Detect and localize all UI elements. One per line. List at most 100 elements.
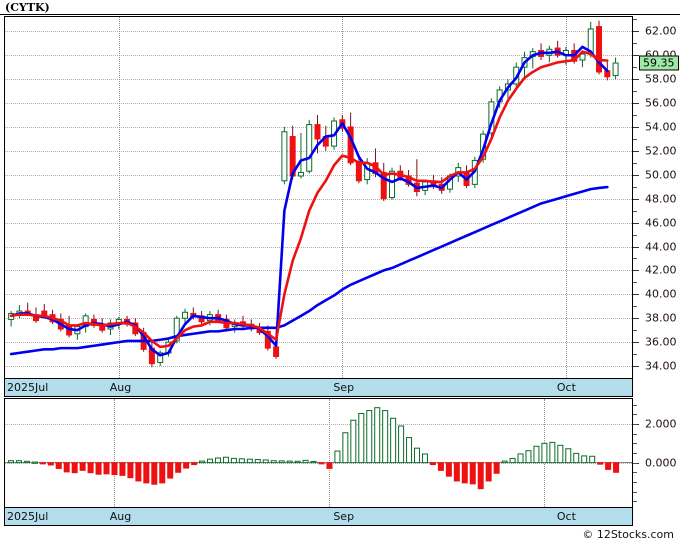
axis-tick-minor — [633, 138, 637, 140]
macd-chart-panel — [4, 398, 633, 508]
date-axis-price: 2025Jul Aug Sep Oct — [4, 379, 633, 397]
axis-tick-minor — [633, 501, 637, 503]
macd-histogram-bar — [95, 462, 102, 475]
gridline — [5, 222, 632, 224]
macd-histogram-bar — [589, 455, 596, 464]
price-plot — [8, 20, 619, 368]
month-gridline — [342, 17, 344, 378]
macd-histogram-bar — [71, 462, 78, 474]
gridline — [5, 318, 632, 320]
macd-histogram-bar — [270, 460, 277, 464]
axis-tick-minor — [633, 19, 637, 21]
candle-body — [173, 317, 180, 342]
price-chart-panel — [4, 16, 633, 379]
macd-histogram-bar — [254, 459, 261, 464]
macd-histogram-bar — [207, 458, 214, 464]
macd-histogram-bar — [246, 458, 253, 464]
axis-tick — [633, 318, 639, 320]
axis-tick-minor — [633, 443, 637, 445]
macd-histogram-bar — [262, 459, 269, 464]
candle-body — [182, 311, 189, 319]
price-axis-label: 44.00 — [645, 240, 677, 253]
macd-histogram-bar — [366, 410, 373, 464]
axis-tick-minor — [633, 43, 637, 45]
date-tick-label: Sep — [333, 510, 355, 523]
axis-tick-minor — [633, 462, 637, 464]
axis-tick — [633, 174, 639, 176]
axis-tick — [633, 79, 639, 81]
axis-tick-minor — [633, 404, 637, 406]
month-gridline — [114, 399, 116, 507]
axis-tick-minor — [633, 234, 637, 236]
macd-histogram-bar — [477, 462, 484, 490]
price-axis: 34.00 36.00 38.00 40.00 42.00 44.00 46.00 48.00… — [633, 16, 680, 379]
overlay-line — [9, 185, 609, 356]
price-axis-label: 48.00 — [645, 192, 677, 206]
overlay-line — [9, 45, 609, 357]
date-tick-label: Oct — [556, 381, 576, 394]
macd-histogram-bar — [119, 462, 126, 476]
macd-histogram-bar — [358, 412, 365, 464]
axis-tick-minor — [633, 481, 637, 483]
price-axis-label: 38.00 — [645, 311, 677, 325]
macd-histogram-bar — [605, 462, 612, 470]
gridline — [5, 270, 632, 272]
price-axis-label: 58.00 — [645, 72, 677, 86]
candle-body — [596, 26, 603, 73]
price-axis-label: 54.00 — [645, 120, 677, 134]
gridline — [5, 246, 632, 248]
axis-tick — [633, 31, 639, 33]
candle-body — [612, 62, 619, 77]
axis-tick-minor — [633, 433, 637, 435]
macd-histogram-bar — [597, 462, 604, 465]
price-axis-label: 42.00 — [645, 263, 677, 277]
macd-histogram-bar — [151, 462, 158, 485]
macd-histogram-bar — [469, 462, 476, 485]
macd-histogram-bar — [453, 462, 460, 482]
macd-histogram-bar — [334, 450, 341, 464]
macd-histogram-bar — [533, 445, 540, 464]
macd-histogram-bar — [294, 460, 301, 464]
macd-histogram-bar — [175, 462, 182, 473]
month-gridline — [118, 17, 120, 378]
candle-body — [273, 346, 280, 357]
axis-tick-minor — [633, 414, 637, 416]
gridline — [5, 198, 632, 200]
macd-histogram-bar — [23, 460, 30, 464]
macd-histogram-bar — [230, 457, 237, 464]
macd-histogram-bar — [398, 425, 405, 464]
macd-histogram-bar — [326, 462, 333, 469]
macd-histogram-bar — [111, 462, 118, 476]
axis-tick-minor — [633, 491, 637, 493]
macd-histogram-bar — [390, 417, 397, 464]
gridline — [5, 342, 632, 344]
macd-plot — [5, 407, 632, 490]
axis-tick — [633, 366, 639, 368]
price-axis-label: 46.00 — [645, 216, 677, 230]
macd-histogram-bar — [382, 410, 389, 464]
macd-histogram-bar — [79, 462, 86, 471]
date-tick-label: Aug — [109, 510, 132, 523]
price-axis-label: 62.00 — [645, 24, 677, 38]
macd-histogram-bar — [143, 462, 150, 484]
axis-tick — [633, 342, 639, 344]
macd-histogram-bar — [127, 462, 134, 479]
macd-histogram-bar — [238, 458, 245, 464]
candle-body — [306, 124, 313, 172]
macd-histogram-bar — [350, 419, 357, 464]
macd-histogram-bar — [183, 462, 190, 469]
candle-body — [297, 171, 304, 177]
macd-histogram-bar — [214, 457, 221, 464]
macd-histogram-bar — [47, 462, 54, 466]
gridline — [5, 366, 632, 368]
candle-body — [281, 131, 288, 182]
macd-histogram-bar — [437, 462, 444, 471]
macd-histogram-bar — [517, 453, 524, 464]
candle-body — [157, 352, 164, 363]
gridline — [5, 150, 632, 152]
macd-histogram-bar — [525, 450, 532, 464]
macd-histogram-bar — [414, 447, 421, 464]
gridline — [5, 55, 632, 57]
axis-tick-minor — [633, 354, 637, 356]
